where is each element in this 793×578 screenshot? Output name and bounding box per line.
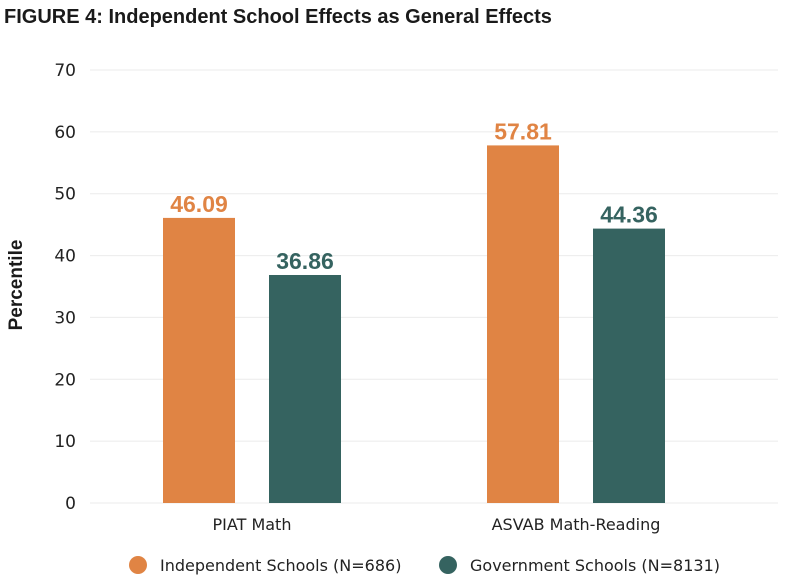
y-tick-label: 40 [54,247,76,267]
legend-swatch [129,556,147,574]
y-tick-label: 70 [54,61,76,81]
y-tick-label: 30 [54,308,76,328]
legend-label: Independent Schools (N=686) [160,556,401,575]
bar-value-label: 36.86 [276,248,334,274]
data-labels: 46.09 36.86 57.81 44.36 [170,118,658,274]
y-tick-label: 50 [54,185,76,205]
chart-title: FIGURE 4: Independent School Effects as … [4,6,552,28]
legend-label: Government Schools (N=8131) [470,556,720,575]
y-axis-label: Percentile [6,240,27,331]
legend-swatch [439,556,457,574]
bar [269,274,341,503]
y-tick-label: 20 [54,370,76,390]
bar [487,145,559,503]
category-label: PIAT Math [213,515,292,534]
bars [163,145,665,503]
bar-value-label: 44.36 [600,202,658,228]
y-tick-labels: 0 10 20 30 40 50 60 70 [54,61,76,514]
y-tick-label: 0 [65,494,76,514]
category-label: ASVAB Math-Reading [492,515,661,534]
bar-value-label: 46.09 [170,191,228,217]
y-tick-label: 60 [54,123,76,143]
bar [163,217,235,503]
bar [593,228,665,503]
category-labels: PIAT Math ASVAB Math-Reading [213,515,661,534]
bar-value-label: 57.81 [494,118,552,144]
legend: Independent Schools (N=686) Government Sc… [129,556,720,575]
y-tick-label: 10 [54,432,76,452]
